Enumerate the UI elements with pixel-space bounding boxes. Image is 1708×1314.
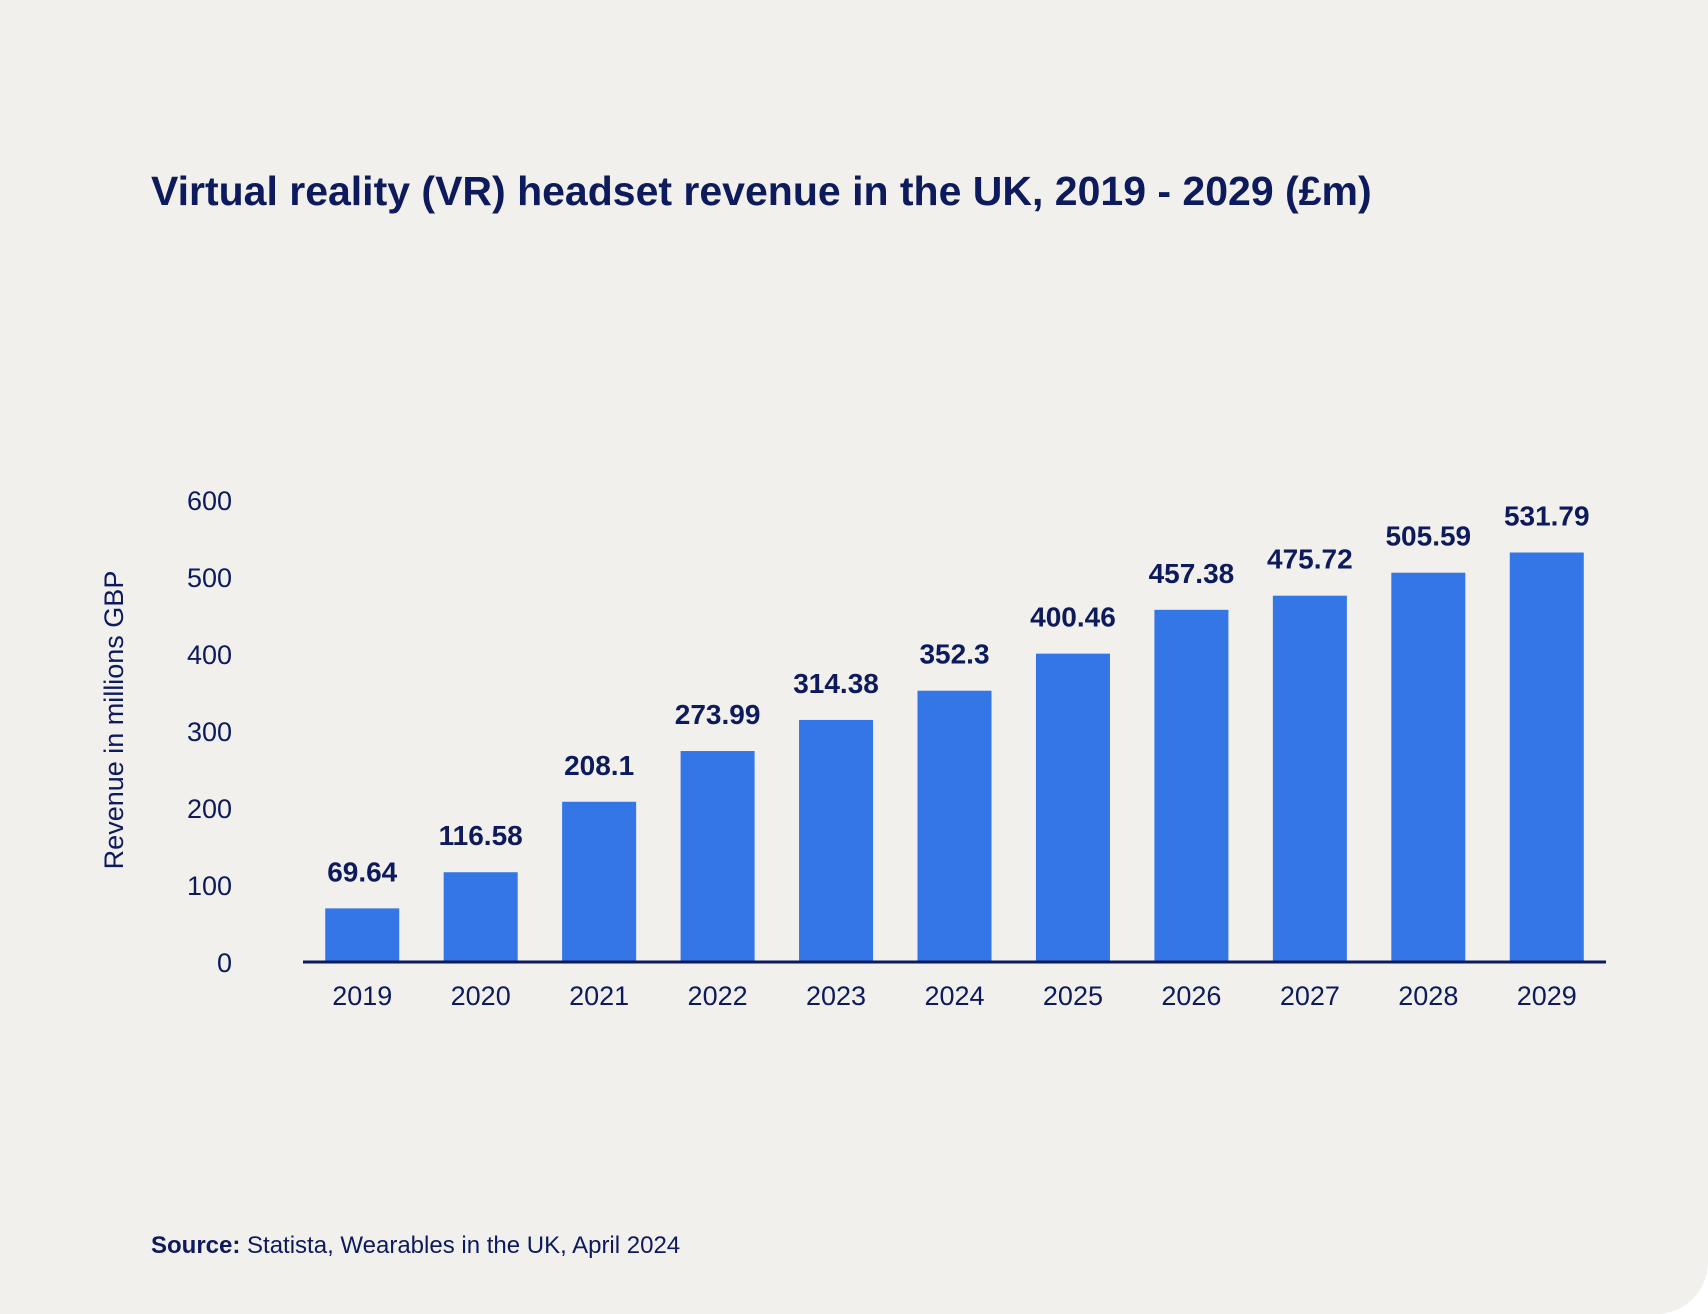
x-tick-label-2029: 2029 bbox=[1517, 981, 1577, 1011]
data-label-2022: 273.99 bbox=[675, 699, 761, 730]
x-tick-label-2023: 2023 bbox=[806, 981, 866, 1011]
data-label-2028: 505.59 bbox=[1385, 521, 1471, 552]
data-label-2025: 400.46 bbox=[1030, 602, 1116, 633]
data-label-2019: 69.64 bbox=[327, 856, 397, 887]
x-tick-label-2021: 2021 bbox=[569, 981, 629, 1011]
data-label-2021: 208.1 bbox=[564, 750, 634, 781]
y-axis-title: Revenue in millions GBP bbox=[99, 571, 129, 870]
bar-2027 bbox=[1272, 595, 1347, 962]
x-tick-label-2025: 2025 bbox=[1043, 981, 1103, 1011]
bar-2023 bbox=[799, 719, 874, 962]
bar-2020 bbox=[443, 872, 518, 962]
x-tick-label-2026: 2026 bbox=[1161, 981, 1221, 1011]
data-label-2020: 116.58 bbox=[439, 820, 523, 851]
chart-title: Virtual reality (VR) headset revenue in … bbox=[151, 168, 1372, 214]
bar-2029 bbox=[1509, 552, 1584, 962]
data-label-2027: 475.72 bbox=[1267, 544, 1353, 575]
bar-2026 bbox=[1154, 609, 1229, 962]
y-tick-label-600: 600 bbox=[187, 486, 232, 516]
x-tick-label-2019: 2019 bbox=[332, 981, 392, 1011]
data-label-2024: 352.3 bbox=[919, 639, 989, 670]
bar-2021 bbox=[562, 801, 637, 962]
bar-2022 bbox=[680, 751, 755, 962]
data-label-2023: 314.38 bbox=[793, 668, 879, 699]
y-tick-label-0: 0 bbox=[217, 948, 232, 978]
source-note: Source: Statista, Wearables in the UK, A… bbox=[151, 1232, 680, 1260]
y-tick-label-500: 500 bbox=[187, 563, 232, 593]
bar-2019 bbox=[325, 908, 400, 962]
y-tick-label-400: 400 bbox=[187, 640, 232, 670]
x-tick-label-2027: 2027 bbox=[1280, 981, 1340, 1011]
x-tick-label-2022: 2022 bbox=[688, 981, 748, 1011]
y-tick-label-200: 200 bbox=[187, 794, 232, 824]
x-tick-label-2024: 2024 bbox=[924, 981, 984, 1011]
y-tick-label-300: 300 bbox=[187, 717, 232, 747]
x-tick-label-2028: 2028 bbox=[1398, 981, 1458, 1011]
bar-2025 bbox=[1035, 653, 1110, 962]
source-text: Statista, Wearables in the UK, April 202… bbox=[247, 1232, 681, 1259]
data-label-2026: 457.38 bbox=[1149, 558, 1235, 589]
bar-2028 bbox=[1391, 572, 1466, 962]
x-tick-label-2020: 2020 bbox=[451, 981, 511, 1011]
bar-2024 bbox=[917, 690, 992, 962]
y-tick-label-100: 100 bbox=[187, 871, 232, 901]
data-label-2029: 531.79 bbox=[1504, 501, 1590, 532]
source-label: Source: bbox=[151, 1232, 241, 1259]
